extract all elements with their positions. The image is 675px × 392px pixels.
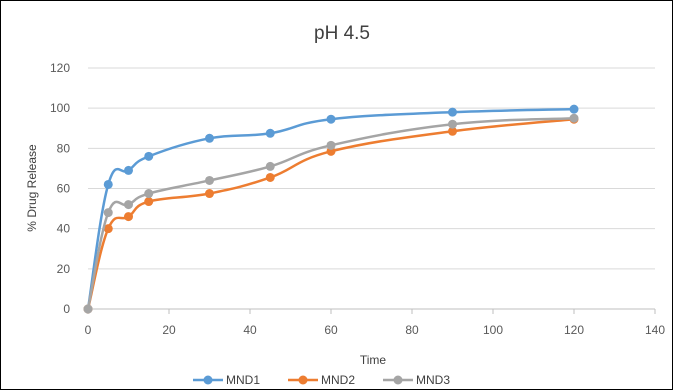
x-tick-label: 100	[483, 323, 503, 337]
y-axis: 0 20 40 60 80 100 120	[50, 61, 70, 316]
data-point-mnd3	[144, 189, 154, 199]
data-point-mnd2	[448, 126, 457, 136]
x-tick-label: 40	[243, 323, 257, 337]
legend-label: MND3	[416, 373, 450, 387]
data-point-mnd1	[265, 128, 275, 138]
y-tick-label: 120	[50, 61, 70, 75]
data-point-mnd1	[103, 179, 113, 189]
data-point-mnd1	[144, 151, 154, 161]
x-tick-label: 20	[162, 323, 176, 337]
y-tick-label: 100	[50, 101, 70, 115]
data-point-mnd3	[326, 140, 336, 150]
data-point-mnd2	[265, 172, 275, 182]
x-axis: 0 20 40 60 80 100 120 140	[85, 308, 665, 337]
x-axis-title: Time	[360, 353, 387, 367]
y-tick-label: 20	[57, 262, 71, 276]
y-tick-label: 40	[57, 222, 71, 236]
legend-item-mnd2: MND2	[288, 373, 355, 387]
data-point-mnd2	[124, 212, 133, 222]
y-tick-label: 0	[63, 302, 70, 316]
data-point-mnd3	[124, 200, 133, 210]
data-point-mnd2	[144, 197, 154, 207]
legend-label: MND2	[321, 373, 355, 387]
legend: MND1 MND2 MND3	[193, 373, 450, 387]
data-point-mnd3	[265, 161, 275, 171]
legend-label: MND1	[226, 373, 260, 387]
gridlines	[88, 67, 655, 270]
legend-marker	[393, 375, 403, 385]
y-tick-label: 80	[57, 141, 71, 155]
series-layer	[83, 104, 579, 314]
series-mnd3	[83, 113, 579, 314]
data-point-mnd3	[205, 175, 214, 185]
legend-item-mnd1: MND1	[193, 373, 260, 387]
legend-marker	[203, 375, 213, 385]
data-point-mnd3	[448, 119, 457, 129]
data-point-mnd3	[103, 208, 113, 218]
data-point-mnd2	[205, 189, 214, 199]
chart-title: pH 4.5	[314, 23, 370, 44]
legend-marker	[298, 375, 308, 385]
x-tick-label: 80	[405, 323, 419, 337]
data-point-mnd1	[448, 107, 457, 117]
x-tick-label: 0	[85, 323, 92, 337]
data-point-mnd1	[569, 104, 579, 114]
data-point-mnd1	[326, 114, 336, 124]
y-tick-label: 60	[57, 182, 71, 196]
data-point-mnd1	[124, 165, 133, 175]
series-line-mnd1	[86, 107, 575, 310]
data-point-mnd2	[103, 224, 113, 234]
y-axis-title: % Drug Release	[25, 144, 39, 232]
data-point-mnd3	[569, 113, 579, 123]
data-point-mnd1	[205, 133, 214, 143]
series-mnd1	[83, 104, 579, 314]
x-tick-label: 60	[324, 323, 338, 337]
legend-item-mnd3: MND3	[383, 373, 450, 387]
data-point-mnd3	[83, 304, 93, 314]
x-tick-label: 120	[564, 323, 584, 337]
x-tick-label: 140	[645, 323, 665, 337]
